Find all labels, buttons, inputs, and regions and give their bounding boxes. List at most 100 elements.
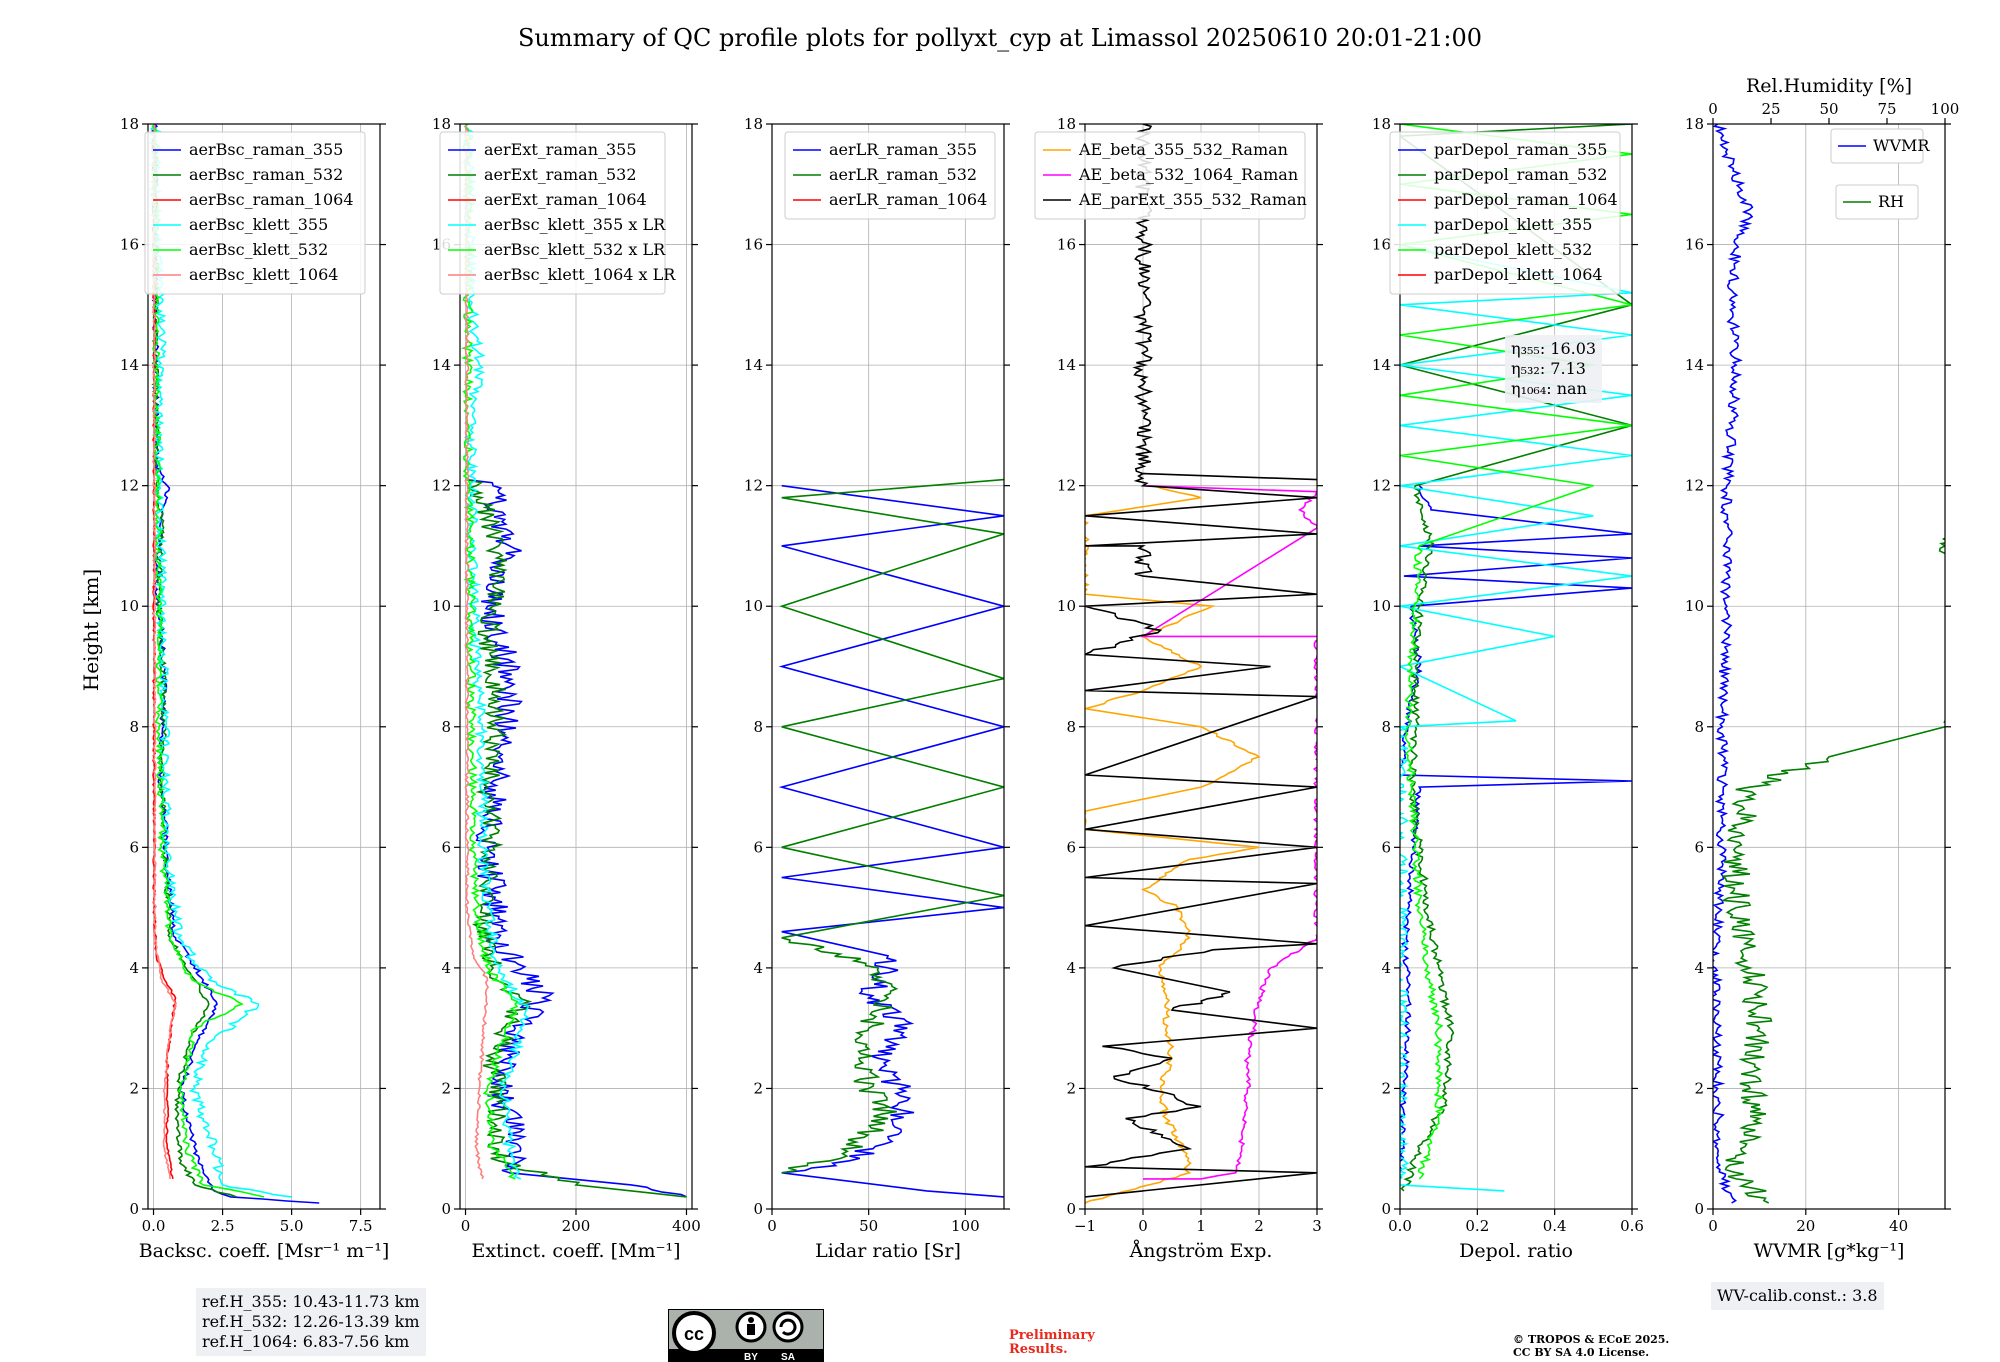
y-tick-label: 14 [1685, 356, 1704, 374]
top-tick-label: 50 [1819, 100, 1838, 118]
y-tick-label: 12 [120, 477, 139, 495]
y-tick-label: 8 [1694, 718, 1704, 736]
y-tick-label: 12 [432, 477, 451, 495]
legend-entry: aerBsc_klett_532 x LR [484, 240, 666, 259]
y-tick-label: 18 [1372, 115, 1391, 133]
legend-entry: parDepol_raman_532 [1434, 165, 1607, 184]
series-parDepol_klett_532 [1400, 124, 1632, 1180]
series-group [1400, 124, 1632, 1192]
legend-entry: WVMR [1873, 136, 1930, 155]
legend-frame [1835, 184, 1919, 220]
series-WVMR [1713, 124, 1754, 1204]
legend-frame [784, 131, 996, 220]
legend: AE_beta_355_532_Raman AE_beta_532_1064_Ra… [1034, 131, 1307, 220]
legend-entry: aerExt_raman_532 [484, 165, 637, 184]
legend-entry: aerLR_raman_1064 [829, 190, 987, 209]
ref-height-532: ref.H_532: 12.26-13.39 km [202, 1312, 420, 1331]
y-tick-label: 0 [129, 1200, 139, 1218]
legend-entry: aerBsc_klett_532 [189, 240, 328, 259]
copyright-line-2: CC BY SA 4.0 License. [1513, 1346, 1650, 1359]
legend-entry: aerBsc_raman_532 [189, 165, 343, 184]
y-tick-label: 14 [1057, 356, 1076, 374]
preliminary-line-1: Preliminary [1009, 1328, 1095, 1343]
legend-wvmr: WVMR [1830, 128, 1930, 164]
cc-icon-text: cc [684, 1324, 704, 1344]
by-icon-body [747, 1324, 755, 1335]
series-aerBsc_klett_532 [150, 124, 265, 1198]
y-tick-label: 4 [1694, 959, 1704, 977]
legend-entry: parDepol_raman_355 [1434, 140, 1607, 159]
x-tick-label: −1 [1074, 1217, 1096, 1235]
legend-entry: AE_beta_532_1064_Raman [1078, 165, 1298, 184]
y-tick-label: 18 [120, 115, 139, 133]
legend-entry: RH [1878, 192, 1904, 211]
panel-depolarization: 0.0 0.2 0.4 0.6 0 2 4 6 8 10 12 14 16 18 Depol. ratio p… [1372, 115, 1644, 1262]
y-tick-label: 10 [120, 597, 139, 615]
top-axis-label: Rel.Humidity [%] [1746, 75, 1912, 97]
panel-extinction: 0200400024681012141618Extinct. coeff. [M… [432, 115, 701, 1262]
y-tick-label: 4 [129, 959, 139, 977]
series-aerBsc_klett_355 x LR [460, 124, 530, 1180]
y-tick-label: 4 [1066, 959, 1076, 977]
figure-title: Summary of QC profile plots for pollyxt_… [517, 24, 1483, 52]
y-tick-label: 8 [441, 718, 451, 736]
legend-frame [1034, 131, 1306, 220]
y-tick-label: 8 [753, 718, 763, 736]
series-RH [1720, 537, 1945, 1204]
legend-entry: aerBsc_raman_1064 [189, 190, 354, 209]
legend-rh: RH [1835, 184, 1919, 220]
x-tick-label: 0.0 [142, 1217, 166, 1235]
x-tick-label: 0.2 [1465, 1217, 1489, 1235]
series-parDepol_raman_532 [1400, 124, 1632, 1192]
series-parDepol_klett_355 [1400, 243, 1632, 1192]
legend-frame [1389, 131, 1621, 295]
cc-by-sa-badge: cc BY SA [668, 1309, 824, 1362]
x-tick-label: 2.5 [211, 1217, 235, 1235]
y-tick-label: 4 [1381, 959, 1391, 977]
x-tick-label: 0.4 [1543, 1217, 1567, 1235]
x-axis-label: Depol. ratio [1459, 1240, 1573, 1262]
y-tick-label: 8 [1066, 718, 1076, 736]
y-tick-label: 6 [1694, 838, 1704, 856]
copyright-note: © TROPOS & ECoE 2025. CC BY SA 4.0 Licen… [1513, 1333, 1669, 1359]
panel-backscatter: 0.0 2.5 5.0 7.5 0 2 4 6 8 10 12 14 16 18 Backsc. coeff… [120, 115, 389, 1262]
x-tick-label: 0 [461, 1217, 471, 1235]
preliminary-note: Preliminary Results. [1009, 1329, 1095, 1357]
y-tick-label: 18 [432, 115, 451, 133]
series-aerBsc_klett_1064 x LR [464, 124, 490, 1180]
panel-lidar-ratio: 0 50 100 0 2 4 6 8 10 12 14 16 18 Lidar ratio [Sr] aer… [744, 115, 1010, 1262]
y-tick-label: 16 [1057, 236, 1076, 254]
y-tick-label: 16 [120, 236, 139, 254]
eta-355: η₃₅₅: 16.03 [1511, 339, 1597, 358]
sa-icon-arrow [779, 1318, 797, 1336]
x-tick-label: 7.5 [349, 1217, 373, 1235]
by-icon-head [748, 1317, 754, 1323]
x-tick-label: 2 [1254, 1217, 1264, 1235]
legend-frame [439, 131, 666, 295]
y-tick-label: 14 [432, 356, 451, 374]
x-axis-label: Extinct. coeff. [Mm⁻¹] [471, 1240, 680, 1262]
series-aerLR_raman_355 [778, 484, 1004, 1198]
series-group [1713, 124, 1945, 1204]
y-tick-label: 12 [1057, 477, 1076, 495]
panel-frame [147, 123, 381, 1210]
series-aerExt_raman_532 [465, 478, 687, 1198]
legend: aerLR_raman_355 aerLR_raman_532 aerLR_rama… [784, 131, 996, 220]
y-tick-label: 4 [441, 959, 451, 977]
legend-entry: aerBsc_raman_355 [189, 140, 343, 159]
legend-entry: aerLR_raman_532 [829, 165, 977, 184]
x-tick-label: 3 [1312, 1217, 1322, 1235]
series-aerLR_raman_532 [779, 478, 1004, 1174]
x-tick-label: 100 [951, 1217, 980, 1235]
wv-calib-text: WV-calib.const.: 3.8 [1717, 1286, 1878, 1305]
y-tick-label: 2 [1694, 1079, 1704, 1097]
y-tick-label: 18 [744, 115, 763, 133]
legend-frame [1830, 128, 1924, 164]
y-axis-label: Height [km] [79, 569, 103, 691]
legend-entry: aerExt_raman_1064 [484, 190, 647, 209]
y-tick-label: 12 [1372, 477, 1391, 495]
x-tick-label: 0 [767, 1217, 777, 1235]
series-aerBsc_klett_1064 [152, 124, 177, 1179]
y-tick-label: 16 [1372, 236, 1391, 254]
